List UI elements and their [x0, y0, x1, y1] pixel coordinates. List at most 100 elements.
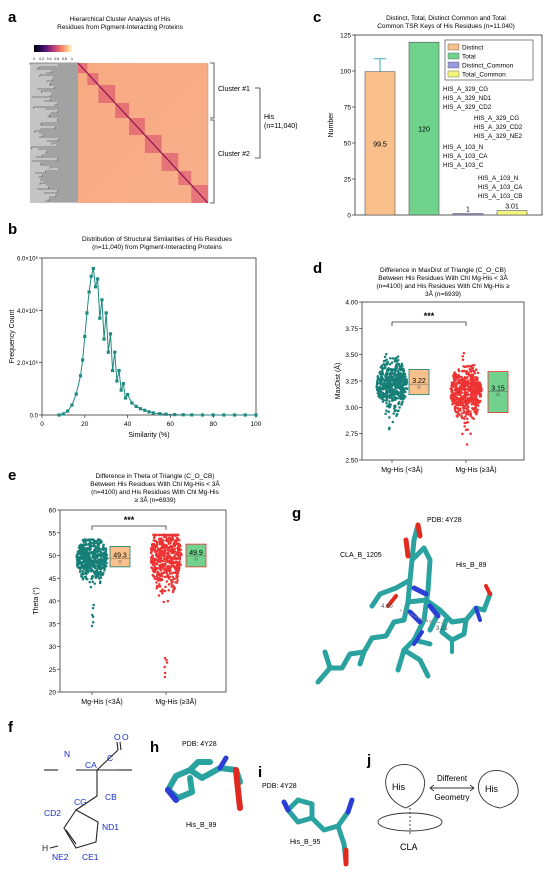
panel-d: d Difference in MaxDist of Triangle (C_O…	[313, 260, 525, 474]
chart-d-point	[461, 369, 464, 373]
chart-b-xtick-label: 0	[40, 421, 44, 428]
chart-d-point	[395, 356, 398, 360]
chart-b-point	[130, 401, 134, 405]
panel-letter-g: g	[292, 505, 301, 522]
chart-e-point	[171, 590, 175, 594]
chart-c-bar-total_common	[496, 210, 528, 216]
molecule-cla-his-structure	[315, 522, 493, 685]
chart-c-legend-label: Total_Common	[462, 72, 506, 79]
chart-e-point	[99, 570, 103, 574]
chart-d-point	[393, 371, 397, 374]
chart-e-point	[161, 592, 164, 595]
chart-e-point	[173, 577, 176, 581]
chart-c-ylabel: Number	[328, 112, 335, 138]
chart-b-ytick-label: 4.0×10⁶	[17, 308, 39, 315]
chart-e-point	[156, 547, 160, 550]
chart-d-point	[467, 387, 470, 390]
chart-b-point	[211, 413, 215, 417]
chart-d-point	[460, 412, 464, 415]
colorbar-tick-2: 0.4	[47, 57, 52, 61]
chart-e-point	[86, 538, 90, 541]
chart-e-point	[85, 564, 88, 568]
chart-e-point	[153, 536, 156, 540]
chart-b-point	[222, 413, 226, 417]
chart-b-xtick-label: 40	[124, 421, 132, 428]
chart-b-point	[83, 334, 87, 339]
chart-e-point	[102, 555, 105, 559]
chart-e-point	[89, 585, 93, 589]
chart-d-point	[471, 389, 475, 392]
chart-e-point	[80, 561, 84, 564]
chart-e-point	[166, 551, 169, 554]
panel-i: i PDB: 4Y28 His_B_95	[258, 764, 355, 867]
chart-d-point	[473, 379, 477, 382]
chart-d-point	[463, 395, 466, 398]
atom-c: C	[107, 753, 113, 763]
chart-e-point	[174, 570, 178, 573]
chart-b-ytick-label: 0.0	[30, 414, 39, 420]
chart-d-point	[385, 398, 389, 402]
chart-d-point	[462, 379, 465, 383]
atom-cb: CB	[105, 792, 117, 802]
heatmap-diagonal	[77, 62, 209, 204]
chart-d-point	[387, 395, 391, 398]
chart-e-point	[92, 544, 95, 548]
chart-d-point	[473, 408, 476, 412]
chart-e-point	[81, 576, 84, 579]
g-cla-label: CLA_B_1205	[340, 552, 382, 559]
chart-d-point	[385, 363, 389, 366]
chart-e-signif-bracket	[91, 525, 167, 530]
chart-e-box	[185, 543, 207, 568]
chart-e-point	[96, 553, 100, 556]
chart-e-point	[169, 569, 172, 572]
chart-e-point	[104, 557, 108, 561]
chart-d-point	[472, 401, 475, 404]
chart-d-point	[477, 390, 481, 394]
chart-e-point	[176, 551, 180, 555]
chart-d-point	[380, 397, 383, 400]
chart-e-point	[162, 543, 166, 546]
chart-e-point	[85, 547, 89, 550]
chart-c-bar-label: 120	[418, 127, 430, 134]
chart-e-point	[86, 567, 89, 571]
chart-d-point	[451, 399, 454, 403]
chart-e-point	[98, 581, 102, 585]
chart-e-point	[104, 548, 108, 551]
chart-e-point	[103, 555, 107, 558]
colorbar	[34, 45, 72, 52]
chart-d-point	[387, 427, 391, 431]
h-his-label: His_B_89	[186, 822, 216, 829]
chart-d-point	[455, 411, 459, 414]
chart-e-point	[91, 576, 94, 580]
chart-e-point	[158, 537, 161, 540]
chart-e-point	[89, 545, 92, 549]
colorbar-tick-5: 1	[71, 57, 73, 61]
chart-d-point	[385, 372, 389, 375]
chart-e-point	[102, 543, 105, 547]
chart-d-point	[389, 368, 393, 372]
chart-e-point	[86, 556, 90, 559]
chart-e-point	[97, 562, 101, 565]
chart-d-point	[453, 407, 457, 411]
chart-b-ylabel: Frequency Count	[9, 310, 16, 364]
chart-e-point	[96, 571, 99, 574]
chart-e-point	[103, 561, 106, 565]
chart-c-bar-total	[408, 41, 440, 216]
chart-c-legend	[444, 39, 534, 81]
chart-d-point	[401, 364, 404, 368]
chart-d-point	[464, 428, 468, 432]
chart-b-point	[102, 337, 106, 341]
chart-d-point	[392, 392, 396, 395]
chart-d-point	[389, 356, 392, 360]
chart-e-point	[164, 585, 167, 589]
chart-e-point	[150, 566, 154, 570]
chart-e-point	[158, 585, 161, 588]
chart-e-point	[175, 537, 179, 540]
chart-d-point	[462, 351, 466, 355]
chart-e-point	[96, 565, 100, 568]
j-his-left: His	[392, 782, 405, 792]
chart-e-point	[102, 571, 105, 575]
chart-e-point	[173, 547, 176, 551]
chart-d-point	[379, 381, 382, 384]
chart-e-point	[76, 561, 79, 564]
